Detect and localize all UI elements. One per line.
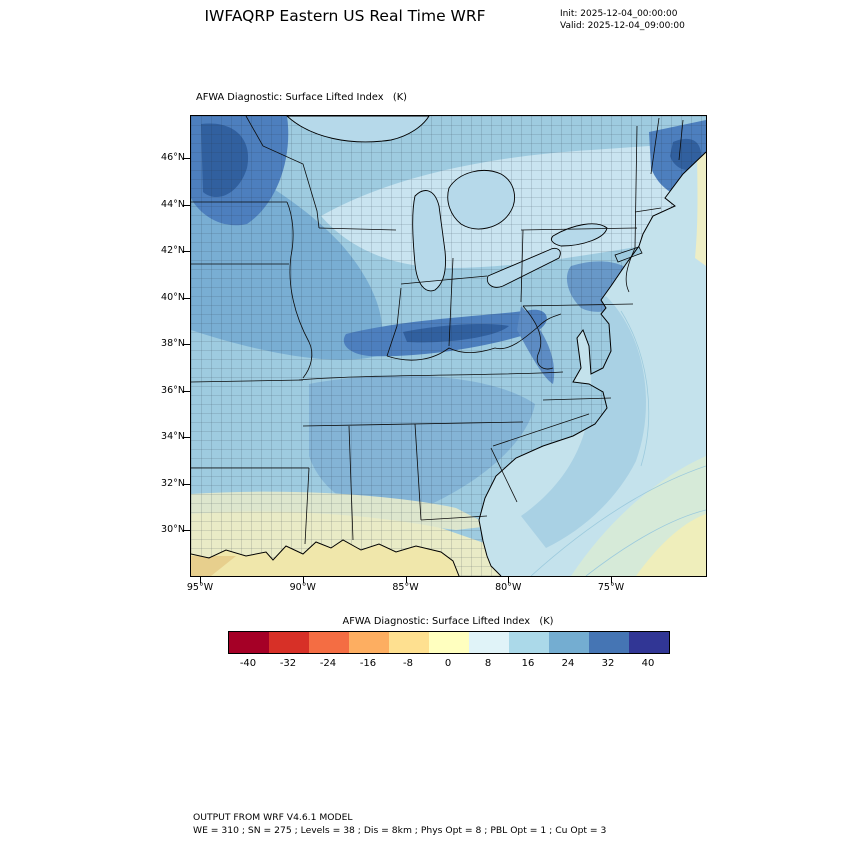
lat-tick-mark bbox=[183, 437, 190, 438]
lake-erie bbox=[486, 247, 561, 288]
gulf-of-mexico bbox=[191, 540, 459, 576]
lat-tick-mark bbox=[183, 251, 190, 252]
colorbar-tick-label: 24 bbox=[561, 658, 575, 669]
colorbar-segment bbox=[469, 632, 509, 653]
footer-config-line: WE = 310 ; SN = 275 ; Levels = 38 ; Dis … bbox=[193, 825, 607, 836]
lon-tick-mark bbox=[508, 577, 510, 583]
colorbar-segment bbox=[429, 632, 469, 653]
colorbar-segment bbox=[229, 632, 269, 653]
lat-tick-label: 44°N bbox=[161, 198, 185, 210]
colorbar-segment bbox=[589, 632, 629, 653]
lat-tick-mark bbox=[183, 390, 190, 392]
colorbar-tick-label: 0 bbox=[444, 658, 452, 669]
colorbar-segment bbox=[349, 632, 389, 653]
colorbar-tick-label: 32 bbox=[601, 658, 615, 669]
colorbar-segment bbox=[549, 632, 589, 653]
lon-tick-label: 80°W bbox=[495, 582, 522, 593]
colorbar-tick-label: -16 bbox=[359, 658, 377, 669]
lon-tick-mark bbox=[405, 577, 407, 583]
lon-tick-mark bbox=[200, 577, 201, 583]
lon-tick-label: 75°W bbox=[597, 582, 625, 593]
colorbar-tick-label: 16 bbox=[521, 658, 535, 669]
figure-title: IWFAQRP Eastern US Real Time WRF bbox=[204, 7, 486, 25]
lake-huron bbox=[447, 170, 516, 230]
colorbar-segment bbox=[629, 632, 669, 653]
footer-model-line: OUTPUT FROM WRF V4.6.1 MODEL bbox=[193, 812, 353, 823]
lake-superior bbox=[286, 116, 430, 143]
colorbar-segments bbox=[229, 632, 669, 653]
lat-tick-label: 46°N bbox=[161, 152, 185, 163]
colorbar-tick-label: -8 bbox=[403, 658, 413, 669]
colorbar-tick-label: -32 bbox=[279, 658, 297, 669]
colorbar-tick-label: -40 bbox=[239, 658, 257, 669]
lon-tick-label: 95°W bbox=[186, 582, 214, 593]
colorbar bbox=[228, 631, 670, 654]
colorbar-title: AFWA Diagnostic: Surface Lifted Index (K… bbox=[342, 616, 554, 627]
lat-tick-mark bbox=[183, 344, 190, 345]
state-boundaries bbox=[191, 116, 684, 545]
lat-tick-label: 40°N bbox=[161, 291, 185, 303]
map-frame bbox=[190, 115, 707, 577]
colorbar-tick-label: 40 bbox=[641, 658, 655, 669]
colorbar-tick-label: 8 bbox=[484, 658, 492, 669]
lon-tick-mark bbox=[302, 577, 304, 583]
ocean-contours bbox=[530, 310, 706, 576]
lat-tick-label: 32°N bbox=[161, 477, 185, 489]
run-times: Init: 2025-12-04_00:00:00 Valid: 2025-12… bbox=[560, 8, 685, 32]
lat-tick-mark bbox=[183, 530, 190, 531]
lake-michigan bbox=[412, 190, 446, 292]
init-time-label: Init: 2025-12-04_00:00:00 bbox=[560, 9, 678, 19]
colorbar-segment bbox=[309, 632, 349, 653]
lake-ontario bbox=[550, 223, 608, 247]
colorbar-tick-label: -24 bbox=[319, 658, 337, 669]
colorbar-ticks: -40 -32 -24 -16 -8 0 8 16 24 32 40 bbox=[228, 658, 668, 672]
eastern-us-map bbox=[191, 116, 706, 576]
colorbar-segment bbox=[509, 632, 549, 653]
lat-tick-label: 34°N bbox=[161, 431, 185, 442]
lat-tick-label: 42°N bbox=[161, 245, 185, 256]
coastline bbox=[191, 151, 706, 576]
lat-tick-mark bbox=[183, 204, 190, 206]
lat-tick-mark bbox=[183, 483, 190, 485]
map-title: AFWA Diagnostic: Surface Lifted Index (K… bbox=[196, 92, 407, 103]
lon-tick-label: 85°W bbox=[392, 582, 419, 593]
lon-tick-mark bbox=[611, 577, 612, 583]
lon-tick-label: 90°W bbox=[289, 582, 316, 593]
lat-tick-label: 30°N bbox=[161, 524, 185, 535]
colorbar-segment bbox=[389, 632, 429, 653]
lat-tick-mark bbox=[183, 158, 190, 159]
great-lakes bbox=[286, 116, 608, 292]
lat-tick-mark bbox=[183, 297, 190, 299]
lat-tick-label: 38°N bbox=[161, 338, 185, 349]
colorbar-segment bbox=[269, 632, 309, 653]
lat-tick-label: 36°N bbox=[161, 384, 185, 396]
valid-time-label: Valid: 2025-12-04_09:00:00 bbox=[560, 21, 685, 31]
